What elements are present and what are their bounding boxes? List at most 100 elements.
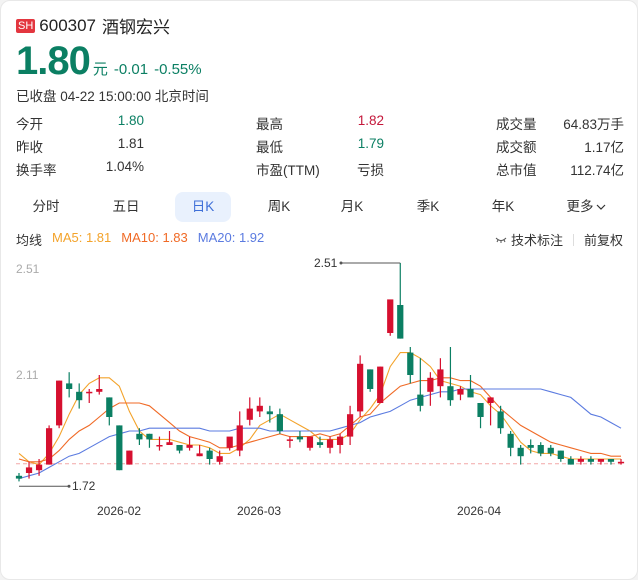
candle-body — [316, 442, 324, 445]
stat-label: 成交量 — [496, 117, 537, 132]
candle-body — [296, 436, 304, 440]
candle-body — [477, 403, 484, 417]
stat-prev-close: 昨收 1.81 — [16, 136, 144, 159]
candle-body — [447, 386, 454, 401]
candle-body — [367, 369, 374, 389]
stat-volume: 成交量 64.83万手 — [496, 113, 624, 136]
candle-body — [256, 405, 263, 412]
stat-low: 最低 1.79 — [256, 136, 384, 159]
candle-body — [35, 464, 43, 471]
stat-value: 亏损 — [357, 163, 384, 178]
x-tick-label: 2026-02 — [97, 504, 142, 518]
candle-body — [56, 380, 63, 426]
price-change-pct: -0.55% — [154, 61, 202, 78]
stats-col-2: 最高 1.82 最低 1.79 市盈(TTM) 亏损 — [256, 113, 384, 182]
stock-name: 酒钢宏兴 — [102, 18, 171, 37]
candle-body — [587, 459, 595, 462]
stat-pe-ttm: 市盈(TTM) 亏损 — [256, 159, 384, 182]
candle-body — [547, 447, 554, 454]
price-unit: 元 — [92, 61, 108, 78]
stat-open: 今开 1.80 — [16, 113, 144, 136]
period-tabs: 分时 五日 日K 周K 月K 季K 年K 更多 — [1, 192, 638, 222]
candle-body — [156, 445, 163, 447]
candle-body — [166, 442, 173, 445]
tab-more-label: 更多 — [566, 199, 594, 214]
candle-body — [266, 411, 273, 415]
ma20-value: MA20: 1.92 — [197, 230, 265, 245]
candle-body — [617, 461, 625, 464]
stock-code: 600307 — [39, 15, 97, 35]
tab-five-day[interactable]: 五日 — [112, 199, 140, 214]
price-row: 1.80 元 -0.01 -0.55% — [16, 39, 202, 84]
chevron-down-icon — [596, 204, 605, 210]
divider — [572, 233, 574, 246]
candle-body — [407, 352, 414, 375]
candle-body — [136, 433, 143, 440]
candle-body — [25, 467, 33, 473]
ma-legend-label: 均线 — [16, 233, 43, 248]
max-annotation-dot — [339, 261, 343, 265]
candle-body — [437, 369, 444, 387]
tab-weekly-k[interactable]: 周K — [267, 199, 291, 214]
ma10-line — [18, 377, 621, 463]
ma-legend: 均线 MA5: 1.81 MA10: 1.83 MA20: 1.92 — [16, 230, 264, 249]
candle-body — [86, 391, 93, 394]
candle-body — [427, 377, 434, 392]
candle-body — [507, 433, 514, 448]
kline-chart[interactable]: 2.51 2.11 2.51 1.72 — [1, 251, 637, 501]
candle-body — [176, 445, 183, 451]
candle-body — [326, 439, 334, 448]
candle-body — [106, 397, 113, 417]
candle-body — [236, 425, 243, 451]
stat-value: 1.82 — [357, 113, 384, 128]
tab-monthly-k[interactable]: 月K — [340, 199, 364, 214]
candle-body — [387, 299, 394, 333]
candle-body — [246, 408, 253, 420]
candle-body — [96, 389, 103, 392]
candle-body — [357, 363, 364, 412]
stats-col-3: 成交量 64.83万手 成交额 1.17亿 总市值 112.74亿 — [496, 113, 624, 182]
stat-amount: 成交额 1.17亿 — [496, 136, 624, 159]
ma5-value: MA5: 1.81 — [52, 230, 112, 245]
x-tick-label: 2026-04 — [457, 504, 502, 518]
candle-body — [116, 425, 123, 471]
stat-label: 最低 — [256, 140, 283, 155]
tab-more[interactable]: 更多 — [557, 192, 615, 222]
candle-body — [577, 459, 584, 462]
tab-intraday[interactable]: 分时 — [32, 199, 60, 214]
tab-quarterly-k[interactable]: 季K — [416, 199, 440, 214]
stat-value: 1.17亿 — [584, 140, 624, 155]
technical-annotation-button[interactable]: 技术标注 — [495, 230, 563, 249]
candle-body — [527, 445, 534, 448]
candle-body — [45, 428, 53, 465]
candle-body — [417, 394, 424, 406]
tab-daily-k[interactable]: 日K — [175, 192, 231, 222]
candle-body — [196, 453, 203, 457]
stat-value: 1.81 — [117, 136, 144, 151]
candle-body — [15, 475, 23, 479]
stat-label: 成交额 — [496, 140, 537, 155]
candle-body — [336, 436, 344, 445]
candle-body — [226, 436, 233, 448]
min-annotation-label: 1.72 — [72, 479, 96, 493]
candle-body — [276, 414, 283, 431]
candle-body — [377, 366, 384, 403]
candle-body — [346, 414, 354, 437]
min-annotation-dot — [67, 484, 71, 488]
forward-adjust-button[interactable]: 前复权 — [583, 233, 623, 248]
y-tick-label: 2.11 — [16, 368, 39, 382]
stats-col-1: 今开 1.80 昨收 1.81 换手率 1.04% — [16, 113, 144, 182]
price-change: -0.01 — [113, 61, 149, 78]
exchange-badge: SH — [16, 18, 36, 33]
candle-body — [597, 459, 605, 462]
candle-body — [457, 389, 464, 395]
stat-label: 换手率 — [16, 163, 57, 178]
stat-turnover: 换手率 1.04% — [16, 159, 144, 182]
stat-label: 昨收 — [16, 140, 43, 155]
market-status: 已收盘 04-22 15:00:00 北京时间 — [16, 89, 209, 104]
candle-body — [126, 450, 133, 465]
tab-yearly-k[interactable]: 年K — [491, 199, 515, 214]
candle-body — [216, 456, 223, 462]
candle-body — [497, 411, 504, 429]
